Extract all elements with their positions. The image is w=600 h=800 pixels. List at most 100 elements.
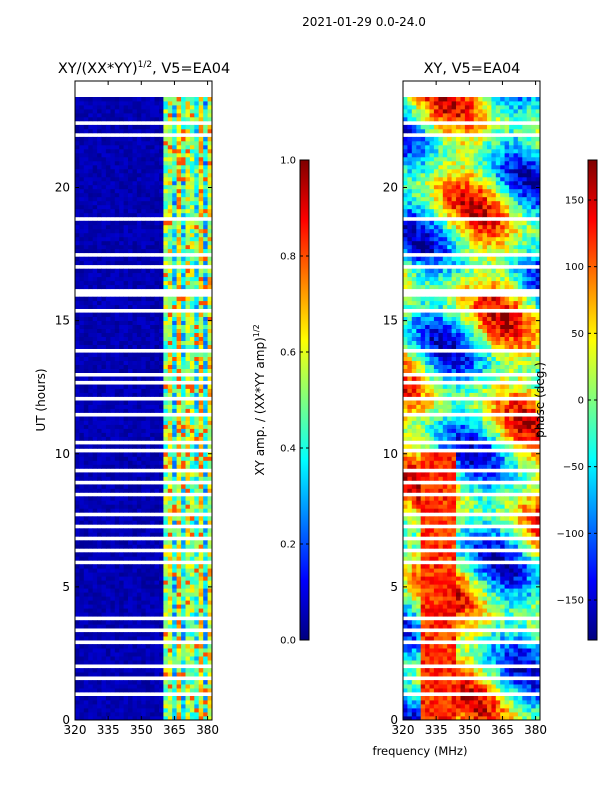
heatmap-cell: [145, 408, 151, 413]
heatmap-cell: [105, 300, 111, 306]
heatmap-cell: [172, 176, 178, 182]
heatmap-cell: [123, 140, 129, 146]
heatmap-cell: [460, 596, 466, 601]
heatmap-cell: [176, 256, 182, 262]
heatmap-cell: [75, 476, 80, 481]
heatmap-cell: [167, 580, 173, 585]
heatmap-cell: [154, 368, 160, 373]
heatmap-cell: [522, 704, 528, 709]
heatmap-cell: [97, 604, 102, 609]
heatmap-cell: [150, 420, 155, 425]
heatmap-cell: [83, 716, 89, 721]
heatmap-cell: [101, 668, 107, 673]
heatmap-cell: [207, 652, 213, 657]
heatmap-cell: [123, 300, 129, 306]
heatmap-cell: [128, 436, 133, 441]
heatmap-cell: [504, 684, 510, 689]
heatmap-cell: [154, 716, 160, 721]
heatmap-cell: [141, 192, 147, 198]
heatmap-cell: [132, 109, 138, 114]
heatmap-cell: [189, 456, 195, 461]
heatmap-cell: [535, 576, 541, 581]
heatmap-cell: [460, 604, 466, 609]
heatmap-cell: [114, 456, 120, 461]
heatmap-cell: [207, 708, 213, 713]
heatmap-cell: [92, 528, 98, 533]
heatmap-cell: [88, 256, 94, 262]
heatmap-cell: [163, 244, 169, 250]
heatmap-cell: [123, 368, 129, 373]
heatmap-cell: [83, 260, 89, 266]
heatmap-cell: [119, 240, 125, 246]
heatmap-cell: [132, 148, 138, 154]
heatmap-cell: [425, 580, 430, 585]
heatmap-cell: [181, 272, 186, 278]
heatmap-cell: [123, 596, 129, 601]
heatmap-cell: [207, 300, 213, 306]
heatmap-cell: [136, 105, 142, 110]
heatmap-cell: [185, 624, 191, 629]
heatmap-cell: [531, 576, 537, 581]
heatmap-cell: [203, 464, 209, 469]
heatmap-cell: [83, 136, 89, 142]
heatmap-cell: [114, 516, 120, 521]
heatmap-cell: [522, 688, 528, 693]
heatmap-cell: [110, 256, 116, 262]
heatmap-cell: [420, 652, 426, 657]
heatmap-cell: [420, 572, 426, 577]
heatmap-cell: [136, 352, 142, 357]
heatmap-cell: [105, 116, 111, 122]
heatmap-cell: [513, 564, 519, 569]
heatmap-cell: [123, 700, 129, 705]
heatmap-cell: [189, 101, 195, 106]
heatmap-cell: [88, 520, 94, 525]
heatmap-cell: [504, 584, 510, 589]
heatmap-cell: [176, 652, 182, 657]
heatmap-cell: [460, 564, 466, 569]
heatmap-cell: [79, 268, 85, 274]
heatmap-cell: [504, 620, 510, 625]
heatmap-cell: [478, 624, 483, 629]
heatmap-cell: [141, 552, 147, 557]
heatmap-cell: [123, 124, 129, 130]
heatmap-cell: [128, 268, 133, 274]
heatmap-cell: [128, 236, 133, 242]
heatmap-cell: [136, 564, 142, 569]
heatmap-cell: [189, 328, 195, 333]
heatmap-cell: [145, 416, 151, 421]
heatmap-cell: [105, 556, 111, 561]
heatmap-cell: [535, 660, 541, 665]
heatmap-cell: [420, 624, 426, 629]
heatmap-cell: [172, 436, 178, 441]
heatmap-cell: [176, 168, 182, 174]
heatmap-cell: [79, 624, 85, 629]
heatmap-cell: [167, 424, 173, 429]
heatmap-cell: [88, 496, 94, 501]
heatmap-cell: [203, 496, 209, 501]
heatmap-cell: [128, 532, 133, 537]
heatmap-cell: [114, 180, 120, 186]
heatmap-cell: [425, 620, 430, 625]
heatmap-cell: [473, 712, 479, 717]
heatmap-cell: [185, 192, 191, 198]
heatmap-cell: [154, 680, 160, 685]
heatmap-cell: [163, 712, 169, 717]
heatmap-cell: [123, 476, 129, 481]
heatmap-cell: [159, 584, 164, 589]
heatmap-cell: [513, 612, 519, 617]
heatmap-cell: [473, 700, 479, 705]
heatmap-cell: [119, 408, 125, 413]
heatmap-cell: [504, 576, 510, 581]
heatmap-cell: [172, 612, 178, 617]
heatmap-cell: [172, 472, 178, 477]
heatmap-cell: [88, 360, 94, 365]
heatmap-cell: [522, 636, 528, 641]
heatmap-cell: [203, 420, 209, 425]
heatmap-cell: [416, 568, 422, 573]
heatmap-cell: [442, 684, 448, 689]
heatmap-cell: [154, 168, 160, 174]
heatmap-cell: [487, 564, 492, 569]
heatmap-cell: [163, 648, 169, 653]
heatmap-cell: [482, 596, 488, 601]
heatmap-cell: [136, 648, 142, 653]
